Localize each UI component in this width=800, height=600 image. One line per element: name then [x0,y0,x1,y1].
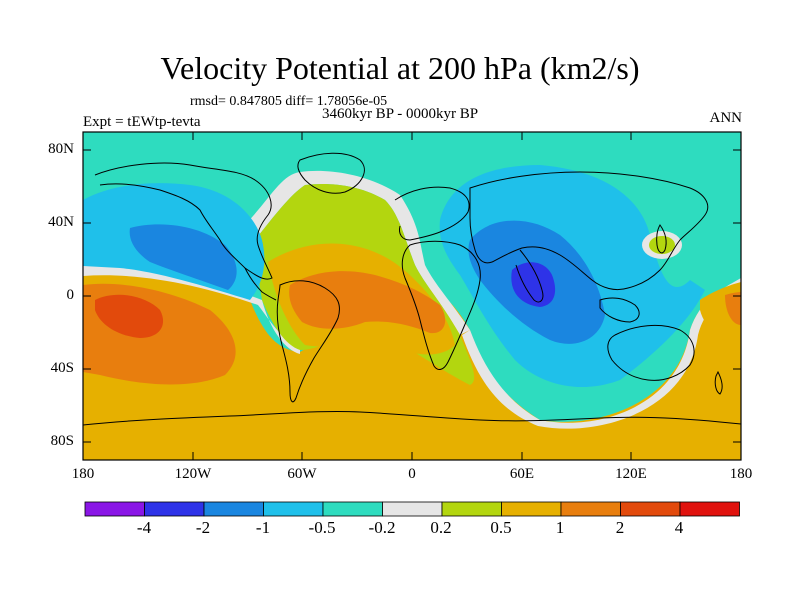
coast-india [515,249,544,303]
lon-label-120w: 120W [174,466,212,482]
lon-label-60e: 60E [509,466,535,482]
field-positive-east-edge-core [725,292,741,325]
colorbar-label-neg0.5: -0.5 [308,518,336,537]
coast-antarctica [83,410,741,426]
lon-label-180w: 180 [71,466,95,482]
lon-label-120e: 120E [615,466,647,482]
coast-new-zealand [714,370,723,395]
coast-europe [394,186,470,241]
lat-label-80n: 80N [48,141,74,157]
colorbar-box-4 [322,501,383,517]
map-title: Velocity Potential at 200 hPa (km2/s) [160,50,640,86]
colorbar-box-9 [620,501,681,517]
lat-label-40s: 40S [50,360,74,376]
field-positive-4-pacific [95,294,164,338]
field-positive-1-2 [83,271,741,460]
colorbar-box-6 [441,501,502,517]
lat-label-0: 0 [66,287,75,303]
lon-label-180e: 180 [729,466,753,482]
lat-label-80s: 80S [50,433,74,449]
coastlines [83,152,741,426]
colorbar-box-1 [144,501,205,517]
lon-label-60w: 60W [287,466,317,482]
coast-se-asia [599,297,640,323]
colorbar-box-2 [203,501,264,517]
colorbar [84,501,740,517]
colorbar-box-5 [382,501,443,517]
experiment-label: Expt = tEWtp-tevta [83,114,201,130]
velocity-potential-field [83,132,741,460]
colorbar-label-neg4: -4 [136,518,152,537]
colorbar-box-10 [679,501,740,517]
lat-ticks [83,149,741,443]
stats-line: rmsd= 0.847805 diff= 1.78056e-05 [190,94,388,109]
colorbar-label-0.2: 0.2 [430,518,452,537]
coast-australia [607,325,695,381]
field-neutral-band-east [462,278,741,429]
coast-central-america [244,267,277,301]
colorbar-label-2: 2 [615,518,625,537]
colorbar-label-neg1: -1 [255,518,271,537]
coast-asia [469,171,709,291]
lon-ticks [192,132,632,460]
field-positive-2-4-samerica [289,271,446,334]
period-label: 3460kyr BP - 0000kyr BP [321,106,479,122]
colorbar-label-neg2: -2 [195,518,211,537]
colorbar-label-4: 4 [674,518,684,537]
colorbar-box-8 [560,501,621,517]
lon-label-0: 0 [408,466,416,482]
colorbar-label-1: 1 [555,518,565,537]
coast-japan [656,224,667,254]
lat-label-40n: 40N [48,214,74,230]
season-label: ANN [709,110,743,126]
colorbar-label-0.5: 0.5 [490,518,512,537]
colorbar-box-0 [84,501,145,517]
field-negative-pacific-core [129,224,237,290]
coast-greenland [297,152,365,194]
coast-south-america [276,280,340,403]
field-positive-japan-core [649,236,675,254]
field-negative-asia-min [511,262,556,307]
colorbar-box-3 [263,501,324,517]
coast-north-america [94,162,273,280]
colorbar-label-neg0.2: -0.2 [368,518,396,537]
colorbar-box-7 [501,501,562,517]
coast-africa [401,240,481,370]
